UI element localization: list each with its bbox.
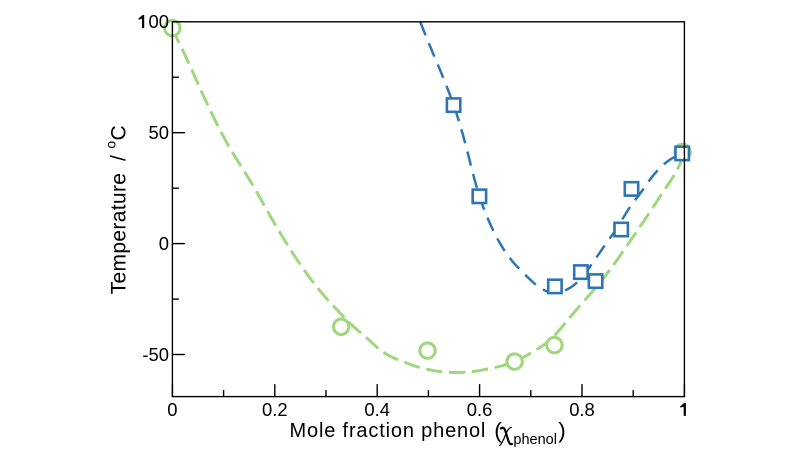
svg-text:Temperature / oC: Temperature / oC bbox=[102, 125, 130, 294]
svg-text:): ) bbox=[558, 418, 566, 443]
svg-text:-50: -50 bbox=[142, 344, 169, 365]
svg-text:Mole fraction phenol: Mole fraction phenol bbox=[290, 420, 487, 442]
svg-text:0.8: 0.8 bbox=[569, 399, 595, 420]
svg-text:(: ( bbox=[494, 418, 502, 443]
svg-text:00: 00 bbox=[149, 11, 169, 32]
svg-text:0: 0 bbox=[159, 233, 169, 254]
svg-text:0: 0 bbox=[167, 399, 177, 420]
svg-text:50: 50 bbox=[149, 122, 169, 143]
svg-text:0.4: 0.4 bbox=[364, 399, 390, 420]
svg-text:phenol: phenol bbox=[513, 432, 557, 448]
svg-text:0.2: 0.2 bbox=[262, 399, 288, 420]
svg-text:0.6: 0.6 bbox=[467, 399, 493, 420]
